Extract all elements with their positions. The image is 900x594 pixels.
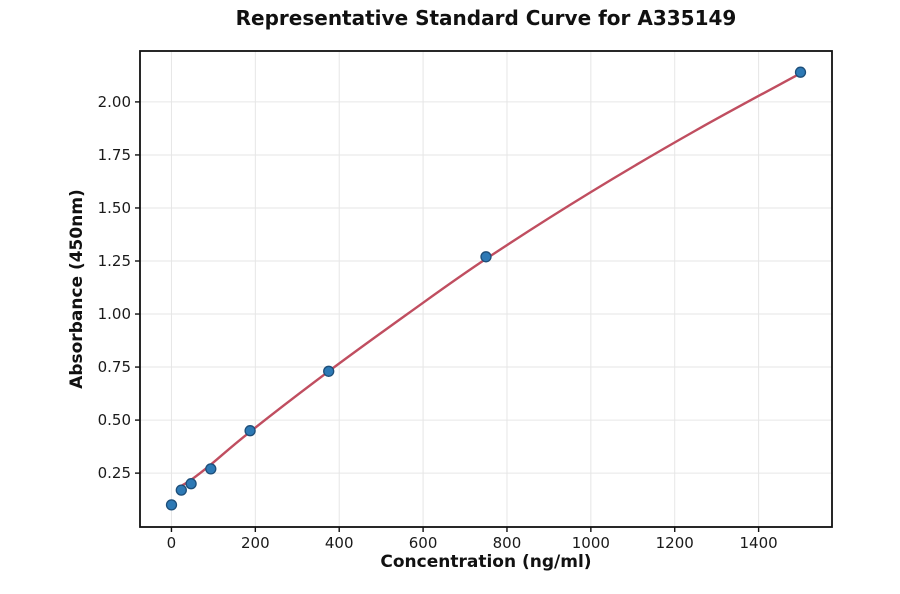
y-axis-label: Absorbance (450nm)	[67, 189, 87, 389]
x-tick-label: 1000	[572, 534, 610, 552]
chart-title: Representative Standard Curve for A33514…	[235, 6, 737, 30]
x-tick-label: 1200	[656, 534, 694, 552]
x-tick-label: 200	[241, 534, 270, 552]
y-tick-label: 0.25	[98, 464, 131, 482]
data-point	[165, 499, 178, 511]
x-tick-label: 1400	[740, 534, 778, 552]
data-point	[794, 66, 807, 78]
y-tick-label: 0.50	[98, 411, 131, 429]
x-tick-label: 400	[325, 534, 354, 552]
y-tick-label: 1.00	[98, 305, 131, 323]
x-tick-label: 800	[493, 534, 522, 552]
y-tick-label: 2.00	[98, 93, 131, 111]
data-point	[185, 478, 197, 490]
data-point	[175, 484, 187, 496]
y-tick-label: 1.75	[98, 146, 131, 164]
x-axis-label: Concentration (ng/ml)	[380, 552, 592, 572]
data-point	[205, 463, 217, 475]
data-point	[244, 425, 256, 437]
data-point	[480, 251, 492, 263]
plot-border	[139, 50, 833, 528]
fit-curve	[180, 72, 802, 487]
data-point	[323, 365, 335, 377]
y-tick-label: 0.75	[98, 358, 131, 376]
y-tick-label: 1.25	[98, 252, 131, 270]
x-tick-label: 600	[409, 534, 438, 552]
y-tick-label: 1.50	[98, 199, 131, 217]
x-tick-label: 0	[167, 534, 177, 552]
